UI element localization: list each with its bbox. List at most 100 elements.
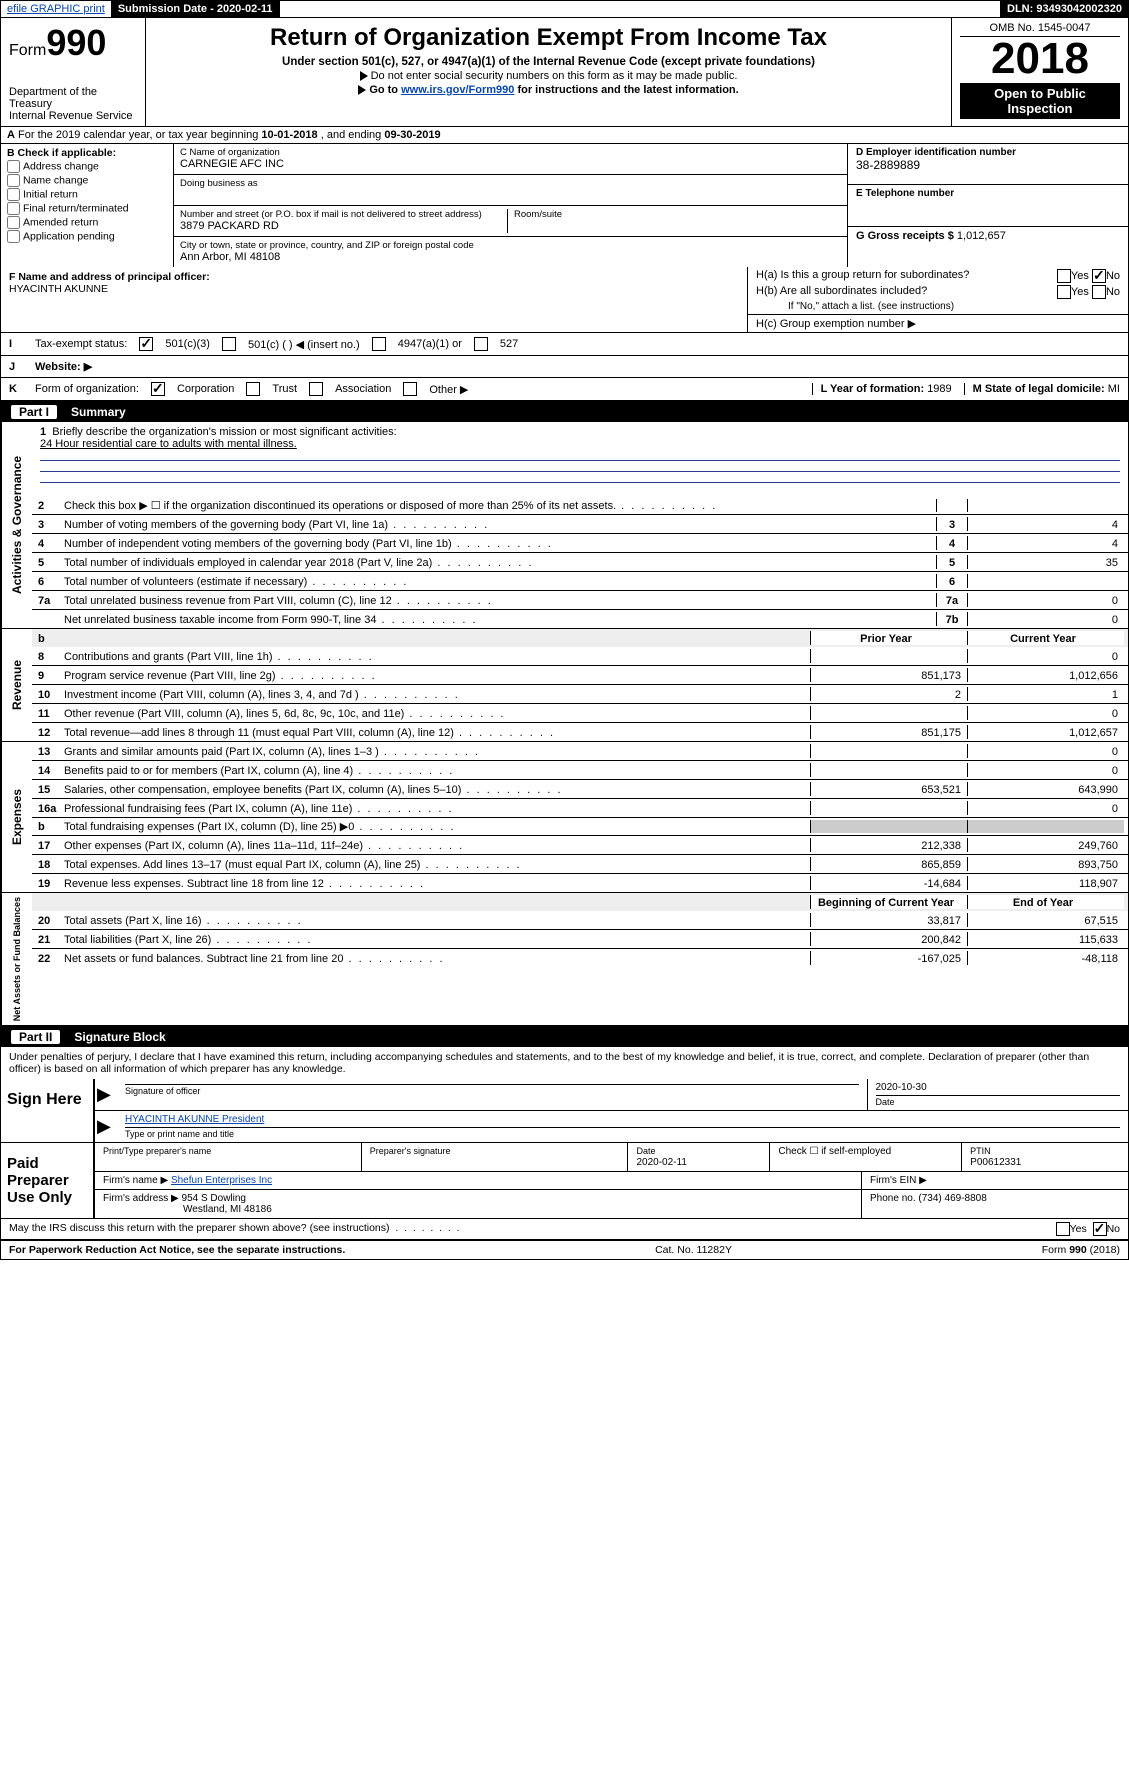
net-body: Beginning of Current Year End of Year 20… (32, 893, 1128, 1025)
chk-amended[interactable]: Amended return (7, 216, 167, 229)
current-val: 0 (967, 763, 1124, 777)
chk-527[interactable] (474, 337, 488, 351)
mission-label: Briefly describe the organization's miss… (52, 426, 396, 438)
line-text: Total unrelated business revenue from Pa… (64, 595, 936, 607)
line-val (967, 499, 1124, 512)
box-b: B Check if applicable: Address change Na… (1, 144, 174, 267)
ha-yes[interactable] (1057, 269, 1071, 283)
chk-name-change[interactable]: Name change (7, 174, 167, 187)
box-e: E Telephone number (848, 185, 1128, 226)
addr-value: 3879 PACKARD RD (180, 220, 507, 232)
prep-row-2: Firm's name ▶ Shefun Enterprises Inc Fir… (95, 1172, 1128, 1190)
prior-val: -167,025 (810, 951, 967, 965)
prior-val: -14,684 (810, 876, 967, 890)
sig-row-2: ▶ HYACINTH AKUNNE President Type or prin… (95, 1111, 1128, 1142)
sign-here-right: ▶ Signature of officer 2020-10-30 Date ▶… (95, 1079, 1128, 1142)
chk-assoc[interactable] (309, 382, 323, 396)
form-id-col: Form990 Department of the Treasury Inter… (1, 18, 146, 126)
chk-501c3[interactable] (139, 337, 153, 351)
line-row: 16a Professional fundraising fees (Part … (32, 798, 1128, 817)
current-val: 0 (967, 744, 1124, 758)
chk-501c[interactable] (222, 337, 236, 351)
line-text: Other revenue (Part VIII, column (A), li… (64, 708, 810, 720)
line-box (936, 499, 967, 512)
discuss-no[interactable] (1093, 1222, 1107, 1236)
footer-left: For Paperwork Reduction Act Notice, see … (9, 1244, 345, 1256)
chk-final-return[interactable]: Final return/terminated (7, 202, 167, 215)
hb-yes[interactable] (1057, 285, 1071, 299)
part-ii-header: Part II Signature Block (0, 1027, 1129, 1047)
form-header: Form990 Department of the Treasury Inter… (0, 18, 1129, 127)
chk-4947[interactable] (372, 337, 386, 351)
row-a-mid: , and ending (318, 129, 385, 141)
net-current-head: End of Year (967, 895, 1124, 909)
gov-line: 3 Number of voting members of the govern… (32, 514, 1128, 533)
prep-name[interactable]: Print/Type preparer's name (95, 1143, 362, 1171)
line-text: Investment income (Part VIII, column (A)… (64, 689, 810, 701)
prior-val: 851,173 (810, 668, 967, 682)
city-row: City or town, state or province, country… (174, 237, 847, 267)
line-num: 10 (38, 689, 64, 701)
line-num: 6 (38, 576, 64, 588)
chk-corp[interactable] (151, 382, 165, 396)
line-num: 14 (38, 765, 64, 777)
efile-link[interactable]: efile GRAPHIC print (7, 3, 105, 15)
side-revenue: Revenue (1, 629, 32, 741)
chk-trust[interactable] (246, 382, 260, 396)
prior-val (810, 820, 967, 833)
line-box: 7a (936, 593, 967, 607)
discuss-yes[interactable] (1056, 1222, 1070, 1236)
firm-name-link[interactable]: Shefun Enterprises Inc (171, 1175, 272, 1186)
hb-note: If "No," attach a list. (see instruction… (748, 299, 1128, 314)
chk-other[interactable] (403, 382, 417, 396)
ha-yn: Yes No (1057, 269, 1120, 283)
f-value: HYACINTH AKUNNE (9, 283, 108, 295)
submission-date: Submission Date - 2020-02-11 (112, 1, 280, 17)
line-box: 7b (936, 612, 967, 626)
part-ii-num: Part II (11, 1030, 60, 1044)
lbl: Address change (23, 160, 99, 172)
net-header: Beginning of Current Year End of Year (32, 893, 1128, 911)
note-1: Do not enter social security numbers on … (154, 70, 943, 82)
prior-val: 653,521 (810, 782, 967, 796)
current-val: 1,012,657 (967, 725, 1124, 739)
j-label: Website: ▶ (35, 360, 92, 373)
ein-value: 38-2889889 (856, 158, 1120, 172)
chk-address-change[interactable]: Address change (7, 160, 167, 173)
firm-name-label: Firm's name ▶ (103, 1175, 168, 1186)
mission-block: 1 Briefly describe the organization's mi… (32, 422, 1128, 497)
rev-header: b Prior Year Current Year (32, 629, 1128, 647)
gross-value: 1,012,657 (957, 230, 1006, 242)
prior-val: 2 (810, 687, 967, 701)
irs-link[interactable]: www.irs.gov/Form990 (401, 84, 514, 96)
open-public: Open to Public Inspection (960, 83, 1120, 119)
chk-app-pending[interactable]: Application pending (7, 230, 167, 243)
ein-label: D Employer identification number (856, 147, 1120, 158)
line-text: Contributions and grants (Part VIII, lin… (64, 651, 810, 663)
hb: H(b) Are all subordinates included? Yes … (748, 283, 1128, 299)
revenue-section: Revenue b Prior Year Current Year 8 Cont… (0, 629, 1129, 742)
hb-no[interactable] (1092, 285, 1106, 299)
form-word: Form (9, 42, 46, 59)
lbl: Name change (23, 174, 88, 186)
discuss-text: May the IRS discuss this return with the… (9, 1222, 460, 1236)
line-box: 6 (936, 574, 967, 588)
sig-officer[interactable]: Signature of officer (117, 1079, 868, 1110)
row-a-end: 09-30-2019 (384, 129, 440, 141)
line-text: Total assets (Part X, line 16) (64, 915, 810, 927)
line-num: 3 (38, 519, 64, 531)
hb-text: H(b) Are all subordinates included? (756, 285, 927, 297)
prep-check[interactable]: Check ☐ if self-employed (770, 1143, 962, 1171)
ha-no[interactable] (1092, 269, 1106, 283)
prep-date: Date2020-02-11 (628, 1143, 770, 1171)
sig-name-link[interactable]: HYACINTH AKUNNE President (125, 1114, 264, 1125)
current-val: 643,990 (967, 782, 1124, 796)
lbl: Application pending (23, 230, 115, 242)
title-col: Return of Organization Exempt From Incom… (146, 18, 952, 126)
chk-initial-return[interactable]: Initial return (7, 188, 167, 201)
prep-sig[interactable]: Preparer's signature (362, 1143, 629, 1171)
box-h: H(a) Is this a group return for subordin… (748, 267, 1128, 332)
efile-btn[interactable]: efile GRAPHIC print (1, 1, 112, 17)
sig-date: 2020-10-30 Date (868, 1079, 1129, 1110)
line-text: Total number of individuals employed in … (64, 557, 936, 569)
